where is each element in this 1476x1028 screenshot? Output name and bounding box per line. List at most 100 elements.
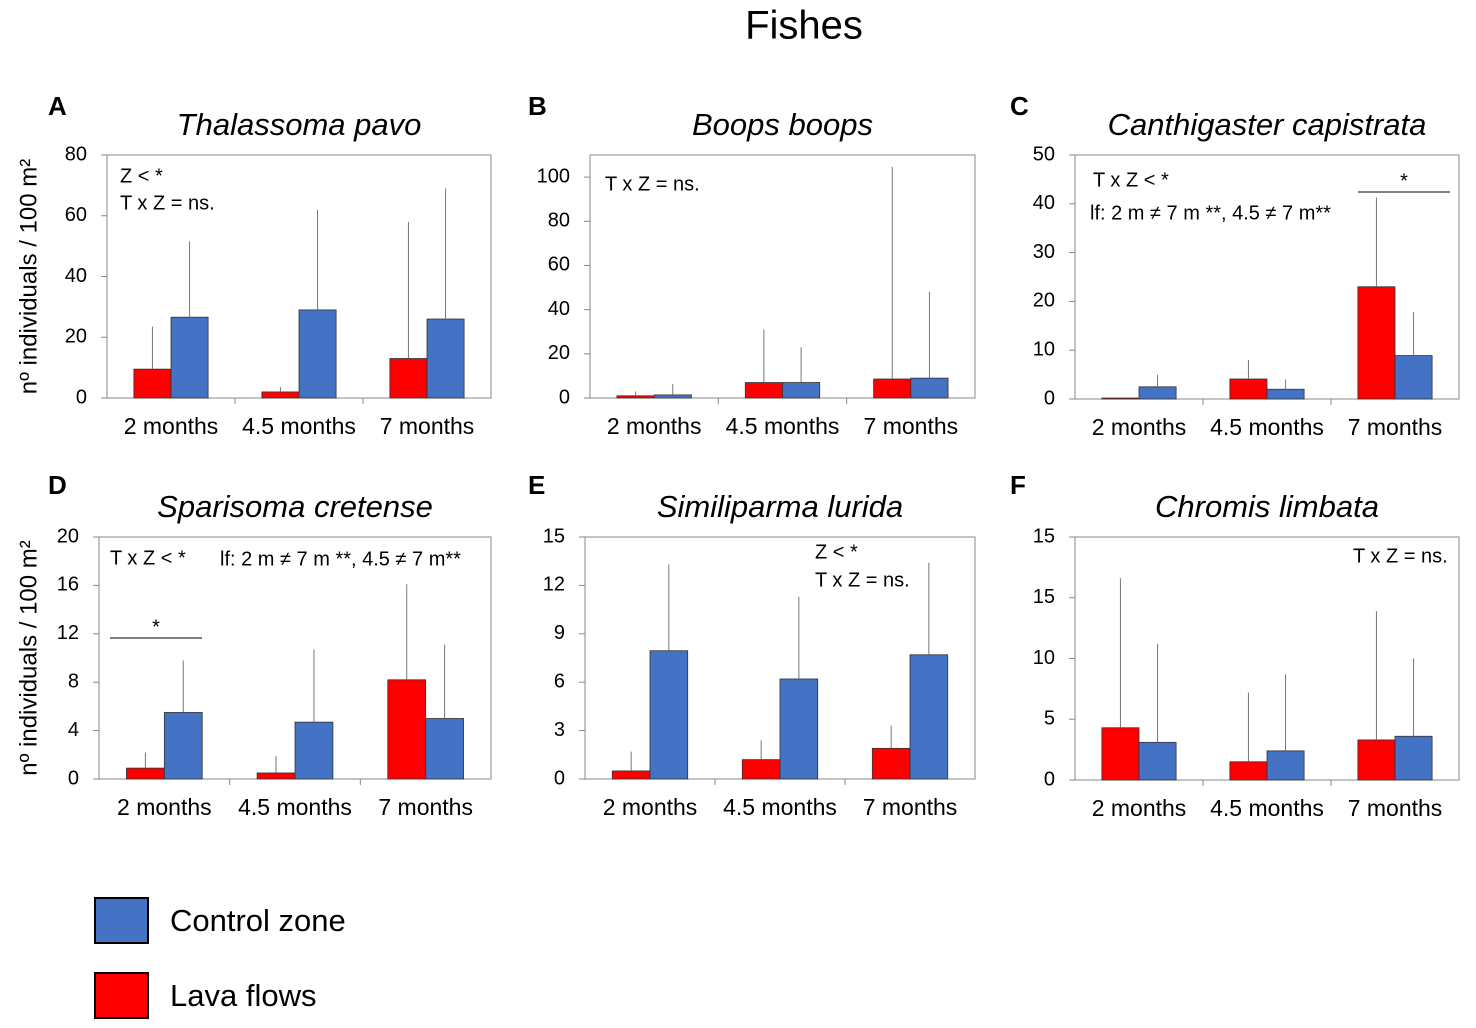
bar	[1266, 750, 1305, 781]
x-tick-label: 4.5 months	[242, 413, 356, 439]
y-tick-label: 10	[1033, 338, 1055, 360]
y-tick-label: 8	[68, 670, 79, 692]
y-axis-label: nº individuals / 100 m²	[15, 159, 42, 395]
legend-swatch	[94, 897, 149, 944]
significance-label: *	[152, 616, 160, 638]
annotation: T x Z < *	[110, 547, 186, 569]
y-tick-label: 20	[57, 525, 79, 547]
bar	[133, 368, 172, 399]
legend-swatch	[94, 972, 149, 1019]
y-tick-label: 3	[554, 719, 565, 741]
y-tick-label: 16	[57, 574, 79, 596]
y-tick-label: 30	[1033, 241, 1055, 263]
x-tick-label: 4.5 months	[1210, 414, 1324, 440]
significance-label: *	[1400, 170, 1408, 192]
annotation: Z < *	[120, 165, 163, 187]
bar	[873, 378, 912, 399]
y-tick-label: 12	[543, 574, 565, 596]
panel-title: Thalassoma pavo	[177, 107, 422, 142]
y-tick-label: 40	[548, 298, 570, 320]
legend-label: Control zone	[170, 903, 346, 938]
bar	[909, 654, 949, 780]
bar	[741, 759, 781, 780]
bar	[1357, 739, 1396, 781]
bar	[294, 721, 334, 780]
y-tick-label: 0	[1044, 768, 1055, 790]
bar	[261, 391, 300, 399]
bar	[782, 382, 821, 399]
y-tick-label: 12	[57, 622, 79, 644]
bar	[163, 712, 203, 780]
y-tick-label: 60	[65, 204, 87, 226]
y-tick-label: 100	[537, 165, 570, 187]
bar	[425, 718, 464, 780]
y-tick-label: 6	[554, 670, 565, 692]
bar	[779, 678, 819, 780]
y-axis-label: nº individuals / 100 m²	[15, 540, 42, 776]
annotation: T x Z = ns.	[1353, 545, 1448, 567]
bar	[653, 394, 692, 399]
bar	[1266, 388, 1305, 400]
bar	[871, 747, 911, 780]
panel-label: F	[1010, 470, 1026, 500]
bar	[1229, 761, 1268, 781]
y-tick-label: 0	[1044, 387, 1055, 409]
y-tick-label: 15	[1033, 525, 1055, 547]
x-tick-label: 2 months	[1092, 414, 1187, 440]
y-tick-label: 80	[548, 210, 570, 232]
panel-title: Canthigaster capistrata	[1108, 107, 1427, 142]
x-tick-label: 4.5 months	[726, 413, 840, 439]
bar	[1394, 355, 1433, 400]
bar	[1357, 286, 1396, 400]
bar	[170, 316, 209, 399]
y-tick-label: 0	[76, 386, 87, 408]
bar	[744, 382, 783, 399]
annotation: T x Z = ns.	[605, 173, 700, 195]
panel-label: C	[1010, 91, 1029, 121]
bar	[616, 395, 655, 399]
x-tick-label: 2 months	[603, 794, 698, 820]
annotation: lf: 2 m ≠ 7 m **, 4.5 ≠ 7 m**	[1090, 202, 1331, 224]
bar	[1229, 378, 1268, 400]
annotation: lf: 2 m ≠ 7 m **, 4.5 ≠ 7 m**	[220, 548, 461, 570]
panel-label: B	[528, 91, 547, 121]
y-tick-label: 20	[1033, 290, 1055, 312]
bar	[1101, 727, 1140, 781]
bar	[649, 650, 689, 780]
legend-label: Lava flows	[170, 978, 316, 1013]
bar	[387, 679, 427, 780]
x-tick-label: 2 months	[117, 794, 212, 820]
y-tick-label: 0	[68, 767, 79, 789]
bar	[389, 358, 428, 399]
y-tick-label: 20	[65, 326, 87, 348]
bar	[611, 770, 651, 780]
panel-label: D	[48, 470, 67, 500]
panel-title: Sparisoma cretense	[157, 489, 433, 524]
annotation: T x Z = ns.	[815, 569, 910, 591]
figure-title: Fishes	[745, 4, 863, 48]
x-tick-label: 2 months	[124, 413, 219, 439]
y-tick-label: 20	[548, 342, 570, 364]
x-tick-label: 7 months	[864, 413, 959, 439]
panel-label: A	[48, 91, 67, 121]
x-tick-label: 4.5 months	[1210, 795, 1324, 821]
bar	[298, 309, 337, 399]
bar	[426, 318, 465, 399]
y-tick-label: 40	[65, 265, 87, 287]
panel-title: Chromis limbata	[1155, 489, 1379, 524]
y-tick-label: 40	[1033, 192, 1055, 214]
bar	[1394, 735, 1433, 781]
panel-title: Boops boops	[692, 107, 873, 142]
bar	[910, 377, 949, 399]
bar	[1138, 741, 1177, 781]
y-tick-label: 5	[1044, 708, 1055, 730]
y-tick-label: 0	[554, 767, 565, 789]
y-tick-label: 80	[65, 143, 87, 165]
y-tick-label: 9	[554, 622, 565, 644]
annotation: Z < *	[815, 541, 858, 563]
x-tick-label: 4.5 months	[723, 794, 837, 820]
x-tick-label: 7 months	[1348, 414, 1443, 440]
bar	[1101, 397, 1140, 400]
x-tick-label: 2 months	[1092, 795, 1187, 821]
